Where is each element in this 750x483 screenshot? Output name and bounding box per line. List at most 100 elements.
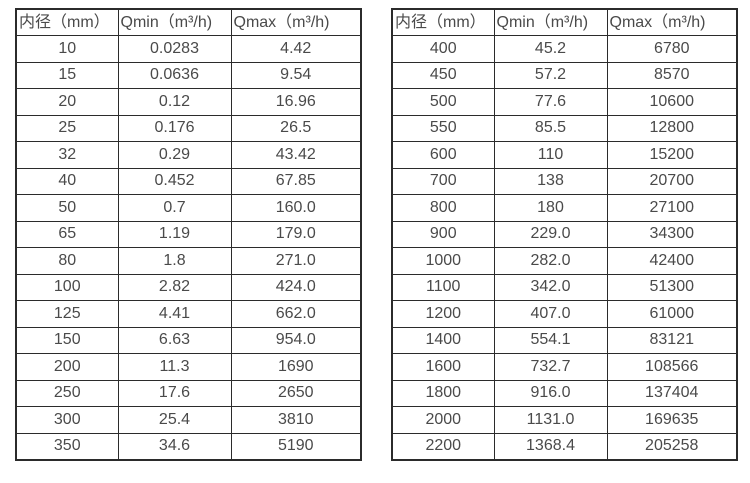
table-cell: 12800 — [606, 114, 738, 142]
flow-spec-table-left: 内径（mm） Qmin（m³/h) Qmax（m³/h) 10 0.0283 4.42 1… — [15, 8, 362, 461]
table-cell: 229.0 — [493, 220, 608, 248]
table-cell: 43.42 — [230, 141, 362, 169]
column-header-qmin: Qmin（m³/h) — [493, 8, 608, 36]
table-row: 550 85.5 12800 — [391, 114, 738, 142]
table-row: 700 138 20700 — [391, 167, 738, 195]
table-cell: 11.3 — [117, 353, 232, 381]
table-cell: 916.0 — [493, 379, 608, 407]
table-body-left: 10 0.0283 4.42 15 0.0636 9.54 20 0.12 16.96 25 0.1… — [15, 35, 362, 460]
header-row: 内径（mm） Qmin（m³/h) Qmax（m³/h) — [15, 8, 362, 36]
table-cell: 6.63 — [117, 326, 232, 354]
table-cell: 100 — [15, 273, 119, 301]
column-header-qmax: Qmax（m³/h) — [606, 8, 738, 36]
table-header-left: 内径（mm） Qmin（m³/h) Qmax（m³/h) — [15, 8, 362, 36]
table-row: 40 0.452 67.85 — [15, 167, 362, 195]
table-cell: 160.0 — [230, 194, 362, 222]
table-cell: 900 — [391, 220, 495, 248]
table-cell: 51300 — [606, 273, 738, 301]
table-cell: 2.82 — [117, 273, 232, 301]
table-cell: 732.7 — [493, 353, 608, 381]
table-row: 10 0.0283 4.42 — [15, 35, 362, 63]
table-row: 300 25.4 3810 — [15, 406, 362, 434]
table-cell: 34.6 — [117, 432, 232, 460]
table-cell: 85.5 — [493, 114, 608, 142]
table-cell: 15200 — [606, 141, 738, 169]
table-cell: 271.0 — [230, 247, 362, 275]
table-row: 32 0.29 43.42 — [15, 141, 362, 169]
table-cell: 1000 — [391, 247, 495, 275]
table-cell: 20 — [15, 88, 119, 116]
table-cell: 61000 — [606, 300, 738, 328]
table-cell: 800 — [391, 194, 495, 222]
table-cell: 6780 — [606, 35, 738, 63]
table-row: 900 229.0 34300 — [391, 220, 738, 248]
table-cell: 0.29 — [117, 141, 232, 169]
table-cell: 65 — [15, 220, 119, 248]
table-cell: 2200 — [391, 432, 495, 460]
table-cell: 67.85 — [230, 167, 362, 195]
table-cell: 150 — [15, 326, 119, 354]
table-cell: 1100 — [391, 273, 495, 301]
table-cell: 110 — [493, 141, 608, 169]
column-header-diameter: 内径（mm） — [15, 8, 119, 36]
table-cell: 1.8 — [117, 247, 232, 275]
header-row: 内径（mm） Qmin（m³/h) Qmax（m³/h) — [391, 8, 738, 36]
table-cell: 10600 — [606, 88, 738, 116]
table-cell: 2650 — [230, 379, 362, 407]
table-cell: 1368.4 — [493, 432, 608, 460]
table-cell: 350 — [15, 432, 119, 460]
table-row: 1600 732.7 108566 — [391, 353, 738, 381]
table-cell: 40 — [15, 167, 119, 195]
table-row: 250 17.6 2650 — [15, 379, 362, 407]
table-cell: 125 — [15, 300, 119, 328]
table-cell: 17.6 — [117, 379, 232, 407]
table-row: 100 2.82 424.0 — [15, 273, 362, 301]
table-cell: 4.42 — [230, 35, 362, 63]
flow-spec-table-right: 内径（mm） Qmin（m³/h) Qmax（m³/h) 400 45.2 6780 45… — [391, 8, 738, 461]
table-cell: 205258 — [606, 432, 738, 460]
table-cell: 0.452 — [117, 167, 232, 195]
table-row: 800 180 27100 — [391, 194, 738, 222]
table-cell: 1400 — [391, 326, 495, 354]
table-cell: 300 — [15, 406, 119, 434]
table-cell: 1131.0 — [493, 406, 608, 434]
table-cell: 1690 — [230, 353, 362, 381]
table-cell: 108566 — [606, 353, 738, 381]
table-cell: 342.0 — [493, 273, 608, 301]
table-cell: 15 — [15, 61, 119, 89]
table-cell: 180 — [493, 194, 608, 222]
table-row: 1100 342.0 51300 — [391, 273, 738, 301]
table-cell: 57.2 — [493, 61, 608, 89]
table-cell: 500 — [391, 88, 495, 116]
table-cell: 42400 — [606, 247, 738, 275]
table-cell: 20700 — [606, 167, 738, 195]
table-cell: 200 — [15, 353, 119, 381]
table-cell: 0.0283 — [117, 35, 232, 63]
table-cell: 1.19 — [117, 220, 232, 248]
table-cell: 16.96 — [230, 88, 362, 116]
table-cell: 662.0 — [230, 300, 362, 328]
table-cell: 3810 — [230, 406, 362, 434]
table-row: 15 0.0636 9.54 — [15, 61, 362, 89]
table-cell: 2000 — [391, 406, 495, 434]
table-row: 125 4.41 662.0 — [15, 300, 362, 328]
table-row: 20 0.12 16.96 — [15, 88, 362, 116]
table-cell: 4.41 — [117, 300, 232, 328]
table-cell: 169635 — [606, 406, 738, 434]
column-header-qmax: Qmax（m³/h) — [230, 8, 362, 36]
table-cell: 10 — [15, 35, 119, 63]
table-cell: 26.5 — [230, 114, 362, 142]
table-row: 450 57.2 8570 — [391, 61, 738, 89]
table-cell: 77.6 — [493, 88, 608, 116]
table-cell: 0.176 — [117, 114, 232, 142]
table-cell: 554.1 — [493, 326, 608, 354]
table-row: 1800 916.0 137404 — [391, 379, 738, 407]
table-cell: 80 — [15, 247, 119, 275]
table-row: 80 1.8 271.0 — [15, 247, 362, 275]
table-cell: 25 — [15, 114, 119, 142]
table-row: 200 11.3 1690 — [15, 353, 362, 381]
table-row: 500 77.6 10600 — [391, 88, 738, 116]
table-cell: 5190 — [230, 432, 362, 460]
table-cell: 45.2 — [493, 35, 608, 63]
table-row: 150 6.63 954.0 — [15, 326, 362, 354]
